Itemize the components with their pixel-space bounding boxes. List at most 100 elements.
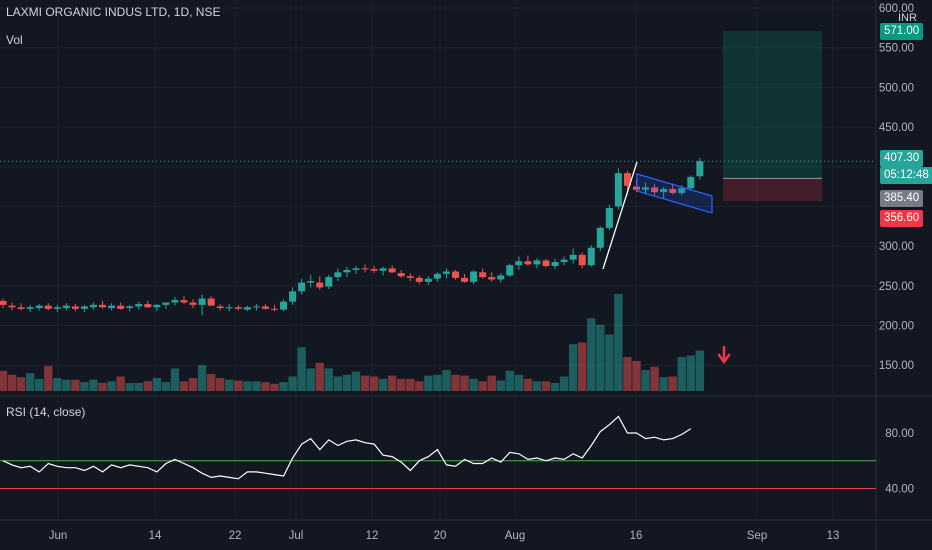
volume-bar (62, 379, 71, 391)
volume-bar (578, 342, 587, 391)
volume-bar (98, 382, 107, 391)
time-tick-label: 16 (630, 530, 643, 542)
volume-bar (478, 381, 487, 391)
candle-body (497, 275, 505, 280)
volume-bar (35, 378, 44, 391)
candle-body (307, 281, 315, 283)
volume-bars (0, 294, 705, 391)
volume-bar (152, 378, 162, 391)
volume-bar (568, 344, 578, 391)
volume-bar (351, 371, 361, 391)
candle-body (488, 277, 496, 280)
candle-body (578, 254, 586, 266)
candle-body (17, 307, 25, 309)
volume-bar (116, 376, 125, 391)
volume-bar (342, 374, 352, 391)
volume-bar (16, 377, 26, 391)
candle-body (397, 273, 405, 277)
price-tick-label: 500.00 (879, 82, 914, 94)
volume-bar (397, 378, 406, 391)
volume-bar (306, 368, 315, 391)
candle-body (126, 306, 134, 309)
volume-bar (469, 378, 478, 391)
candle-body (452, 271, 459, 278)
volume-bar (315, 362, 324, 391)
candle-body (252, 306, 260, 308)
volume-bar (297, 347, 306, 391)
rsi-pane (0, 415, 876, 489)
volume-bar (225, 379, 234, 391)
candle-body (271, 308, 278, 310)
rsi-tick-label: 40.00 (885, 484, 914, 496)
symbol-title[interactable]: LAXMI ORGANIC INDUS LTD, 1D, NSE (6, 5, 221, 19)
candle-body (26, 307, 34, 309)
candle-body (53, 307, 61, 309)
candle-body (587, 247, 595, 266)
volume-bar (442, 369, 451, 391)
candle-body (651, 187, 659, 193)
volume-bar (279, 382, 288, 391)
candle-body (243, 307, 251, 310)
volume-bar (80, 382, 89, 391)
volume-bar (550, 382, 560, 391)
candle-body (479, 272, 487, 278)
flag-channel (636, 173, 713, 214)
stop-price-tag: 356.60 (880, 210, 924, 227)
candle-body (8, 305, 16, 308)
volume-bar (650, 366, 659, 391)
candle-body (316, 282, 324, 288)
loss-zone (723, 178, 822, 202)
candle-body (696, 161, 704, 177)
down-arrow-icon (717, 345, 731, 365)
candle-body (388, 268, 396, 273)
rsi-line (2, 415, 692, 480)
candle-body (71, 306, 79, 309)
candle-body (352, 268, 360, 270)
volume-bar (107, 381, 116, 391)
candle-body (433, 273, 441, 279)
volume-bar (641, 369, 650, 391)
volume-bar (0, 370, 8, 391)
candle-body (225, 307, 233, 309)
candle-body (207, 298, 215, 306)
candle-body (298, 282, 306, 292)
entry-price-tag: 385.40 (880, 190, 924, 207)
flag-pattern-drawings (602, 161, 731, 365)
candle-body (35, 305, 43, 309)
candle-body (370, 269, 378, 271)
candle-body (325, 277, 333, 287)
candle-body (524, 261, 532, 265)
volume-bar (487, 375, 496, 391)
volume-bar (614, 294, 623, 391)
volume-bar (378, 378, 388, 391)
candle-body (623, 173, 631, 186)
volume-bar (44, 365, 53, 391)
volume-bar (261, 382, 270, 391)
time-tick-label: 12 (366, 530, 379, 542)
candle-body (44, 305, 52, 309)
volume-bar (234, 380, 243, 391)
candle-body (569, 254, 577, 260)
volume-bar (252, 381, 261, 391)
volume-bar (686, 355, 695, 391)
volume-label[interactable]: Vol (6, 33, 23, 47)
volume-bar (406, 378, 415, 391)
volume-bar (179, 381, 189, 391)
volume-bar (387, 375, 397, 391)
volume-bar (433, 374, 442, 391)
time-tick-label: 20 (434, 530, 447, 542)
time-tick-label: Aug (505, 530, 525, 542)
volume-bar (125, 382, 134, 391)
candle-body (669, 188, 677, 193)
candle-body (343, 269, 351, 273)
price-tick-label: 300.00 (879, 241, 914, 253)
candle-body (361, 268, 369, 270)
volume-bar (206, 374, 216, 391)
rsi-label[interactable]: RSI (14, close) (6, 405, 86, 419)
volume-bar (143, 381, 152, 391)
volume-bar (71, 379, 80, 391)
volume-bar (668, 376, 677, 391)
candle-body (144, 304, 152, 308)
